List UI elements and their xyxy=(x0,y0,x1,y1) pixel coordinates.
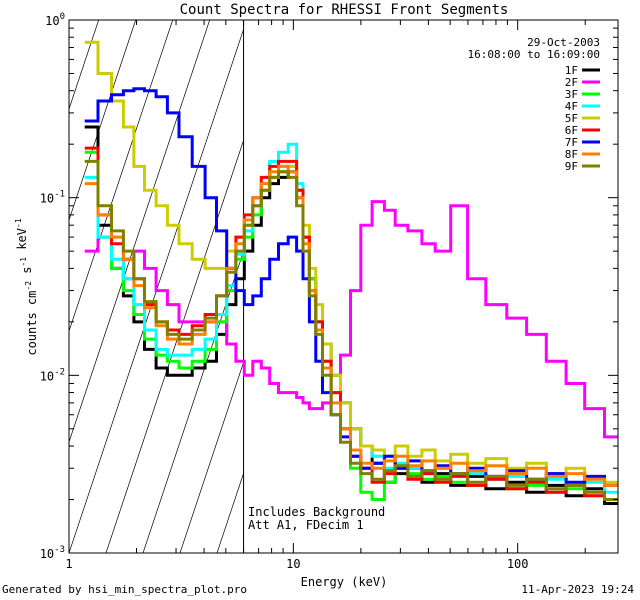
annotation-attenuator: Att A1, FDecim 1 xyxy=(248,518,364,532)
series-1F xyxy=(84,125,618,505)
hatch-line xyxy=(105,139,244,553)
footer-generated-by: Generated by hsi_min_spectra_plot.pro xyxy=(2,583,248,596)
legend-label-4F: 4F xyxy=(565,100,578,113)
series-7F xyxy=(84,87,618,487)
background-hatch-region xyxy=(0,20,245,553)
axes: 1 10 100 10-3 10-2 10-1 100 xyxy=(40,12,618,571)
series-2F xyxy=(84,200,618,439)
y-axis-label: counts cm-2 s-1 keV-1 xyxy=(14,218,39,355)
legend-label-9F: 9F xyxy=(565,160,578,173)
legend-label-1F: 1F xyxy=(565,64,578,77)
legend-label-6F: 6F xyxy=(565,124,578,137)
y-tick-label: 10-1 xyxy=(40,190,65,206)
legend-label-2F: 2F xyxy=(565,76,578,89)
series-9F xyxy=(84,159,618,501)
x-axis-label: Energy (keV) xyxy=(301,575,388,589)
hatch-line xyxy=(179,361,244,553)
date-label: 29-Oct-2003 xyxy=(527,36,600,49)
annotation-background: Includes Background xyxy=(248,505,385,519)
legend-label-5F: 5F xyxy=(565,112,578,125)
x-tick-label: 1 xyxy=(65,557,72,571)
hatch-line xyxy=(69,20,136,222)
series-lines xyxy=(84,40,618,505)
y-tick-label: 10-2 xyxy=(40,367,65,383)
legend-label-3F: 3F xyxy=(565,88,578,101)
chart-title: Count Spectra for RHESSI Front Segments xyxy=(180,2,509,18)
series-4F xyxy=(84,142,618,494)
hatch-line xyxy=(69,20,210,444)
hatch-line xyxy=(69,28,244,553)
series-5F xyxy=(84,40,618,484)
series-8F xyxy=(84,164,618,487)
x-tick-label: 100 xyxy=(507,557,529,571)
hatch-line xyxy=(0,20,25,553)
footer-timestamp: 11-Apr-2023 19:24 xyxy=(521,583,634,596)
legend-label-7F: 7F xyxy=(565,136,578,149)
y-tick-label: 100 xyxy=(45,12,65,28)
y-tick-label: 10-3 xyxy=(40,545,65,561)
series-6F xyxy=(84,146,618,501)
plot-frame xyxy=(68,19,619,554)
time-range-label: 16:08:00 to 16:09:00 xyxy=(468,48,600,61)
hatch-line xyxy=(69,20,173,333)
legend-label-8F: 8F xyxy=(565,148,578,161)
x-tick-label: 10 xyxy=(286,557,300,571)
